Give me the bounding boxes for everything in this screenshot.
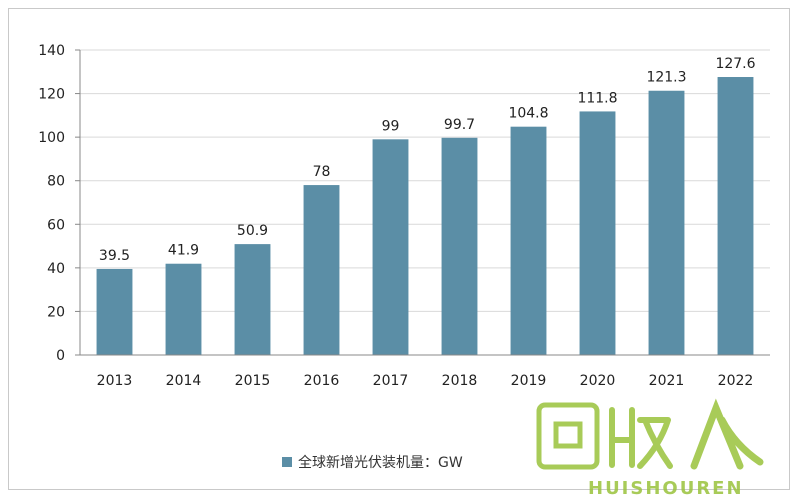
bar-2021 [648, 90, 685, 355]
x-tick-label-2015: 2015 [235, 373, 271, 389]
y-tick-label: 140 [38, 43, 65, 59]
bar-2016 [303, 185, 340, 355]
x-tick-label-2016: 2016 [304, 373, 340, 389]
logo-square-icon [536, 402, 600, 470]
data-label-2019: 104.8 [508, 106, 548, 122]
x-tick-label-2022: 2022 [718, 373, 754, 389]
data-label-2017: 99 [382, 118, 400, 134]
bar-2017 [372, 139, 409, 355]
data-label-2022: 127.6 [715, 56, 755, 72]
labels: 0 20 40 60 80 100 120 140 39.5 2013 41.9 2014 50.9 20… [38, 43, 755, 389]
legend: 全球新增光伏装机量：GW [282, 454, 463, 471]
bars [96, 77, 754, 355]
data-label-2016: 78 [313, 164, 331, 180]
y-tick-label: 40 [47, 261, 65, 277]
data-label-2013: 39.5 [99, 248, 130, 264]
data-label-2015: 50.9 [237, 223, 268, 239]
logo-ren-glyph-icon [690, 398, 764, 470]
bar-2018 [441, 137, 478, 355]
x-tick-label-2018: 2018 [442, 373, 478, 389]
x-tick-label-2020: 2020 [580, 373, 616, 389]
legend-label: 全球新增光伏装机量：GW [298, 454, 463, 471]
bar-2015 [234, 244, 271, 355]
bar-2022 [717, 77, 754, 355]
axes [75, 49, 770, 356]
y-tick-label: 20 [47, 304, 65, 320]
bar-2013 [96, 268, 133, 355]
bar-2020 [579, 111, 616, 355]
logo-shou-glyph-icon [609, 407, 673, 469]
x-tick-label-2014: 2014 [166, 373, 202, 389]
data-label-2020: 111.8 [577, 90, 617, 106]
data-label-2018: 99.7 [444, 117, 475, 133]
watermark-text: HUISHOUREN [588, 478, 744, 499]
bar-2014 [165, 263, 202, 355]
x-tick-label-2019: 2019 [511, 373, 547, 389]
watermark-logo: HUISHOUREN [536, 398, 764, 499]
logo-inner-square-icon [553, 421, 583, 449]
y-tick-label: 80 [47, 174, 65, 190]
x-tick-label-2017: 2017 [373, 373, 409, 389]
y-tick-label: 0 [56, 348, 65, 364]
x-tick-label-2021: 2021 [649, 373, 685, 389]
x-tick-label-2013: 2013 [97, 373, 133, 389]
bar-2019 [510, 126, 547, 355]
data-label-2021: 121.3 [646, 70, 686, 86]
data-label-2014: 41.9 [168, 243, 199, 259]
y-tick-label: 60 [47, 217, 65, 233]
y-tick-label: 100 [38, 130, 65, 146]
legend-swatch [282, 457, 292, 467]
y-tick-label: 120 [38, 87, 65, 103]
